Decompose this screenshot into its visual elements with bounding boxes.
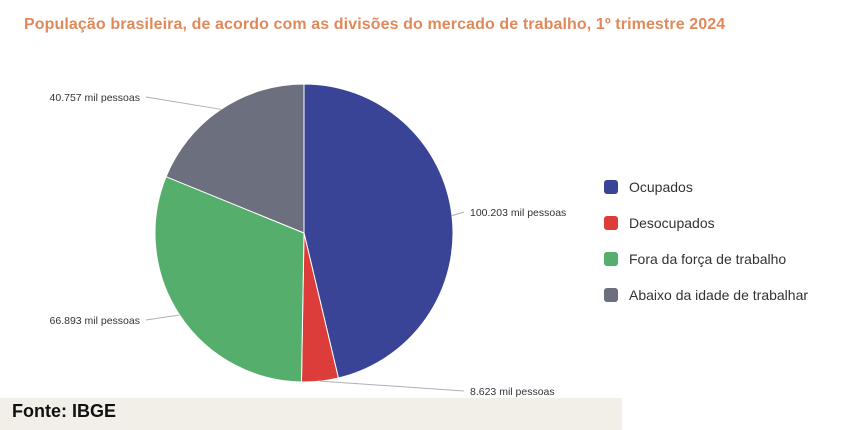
pie-slice-3 (154, 175, 305, 383)
legend-item-3[interactable]: Fora da força de trabalho (604, 241, 808, 277)
legend-swatch (604, 180, 618, 194)
legend: Ocupados Desocupados Fora da força de trab… (604, 169, 808, 313)
legend-label: Fora da força de trabalho (629, 251, 787, 267)
legend-item-1[interactable]: Ocupados (604, 169, 808, 205)
pie-slice-1 (303, 83, 454, 379)
legend-item-2[interactable]: Desocupados (604, 205, 808, 241)
legend-swatch (604, 288, 618, 302)
legend-item-4[interactable]: Abaixo da idade de trabalhar (604, 277, 808, 313)
data-label-4: 40.757 mil pessoas (50, 92, 140, 104)
chart-title: População brasileira, de acordo com as d… (24, 16, 726, 33)
data-label-2: 8.623 mil pessoas (470, 386, 555, 398)
source-bar (0, 398, 622, 430)
legend-label: Ocupados (629, 179, 693, 195)
leader-line-2 (320, 380, 465, 392)
leader-line-3 (145, 314, 180, 321)
legend-label: Abaixo da idade de trabalhar (629, 287, 809, 303)
source-text: Fonte: IBGE (12, 401, 116, 421)
data-label-1: 100.203 mil pessoas (470, 207, 566, 219)
pie-slice-4 (165, 83, 305, 234)
legend-swatch (604, 216, 618, 230)
leader-line-1 (451, 211, 465, 217)
legend-label: Desocupados (629, 215, 715, 231)
leader-line-4 (145, 96, 221, 110)
data-label-3: 66.893 mil pessoas (50, 315, 140, 327)
legend-swatch (604, 252, 618, 266)
